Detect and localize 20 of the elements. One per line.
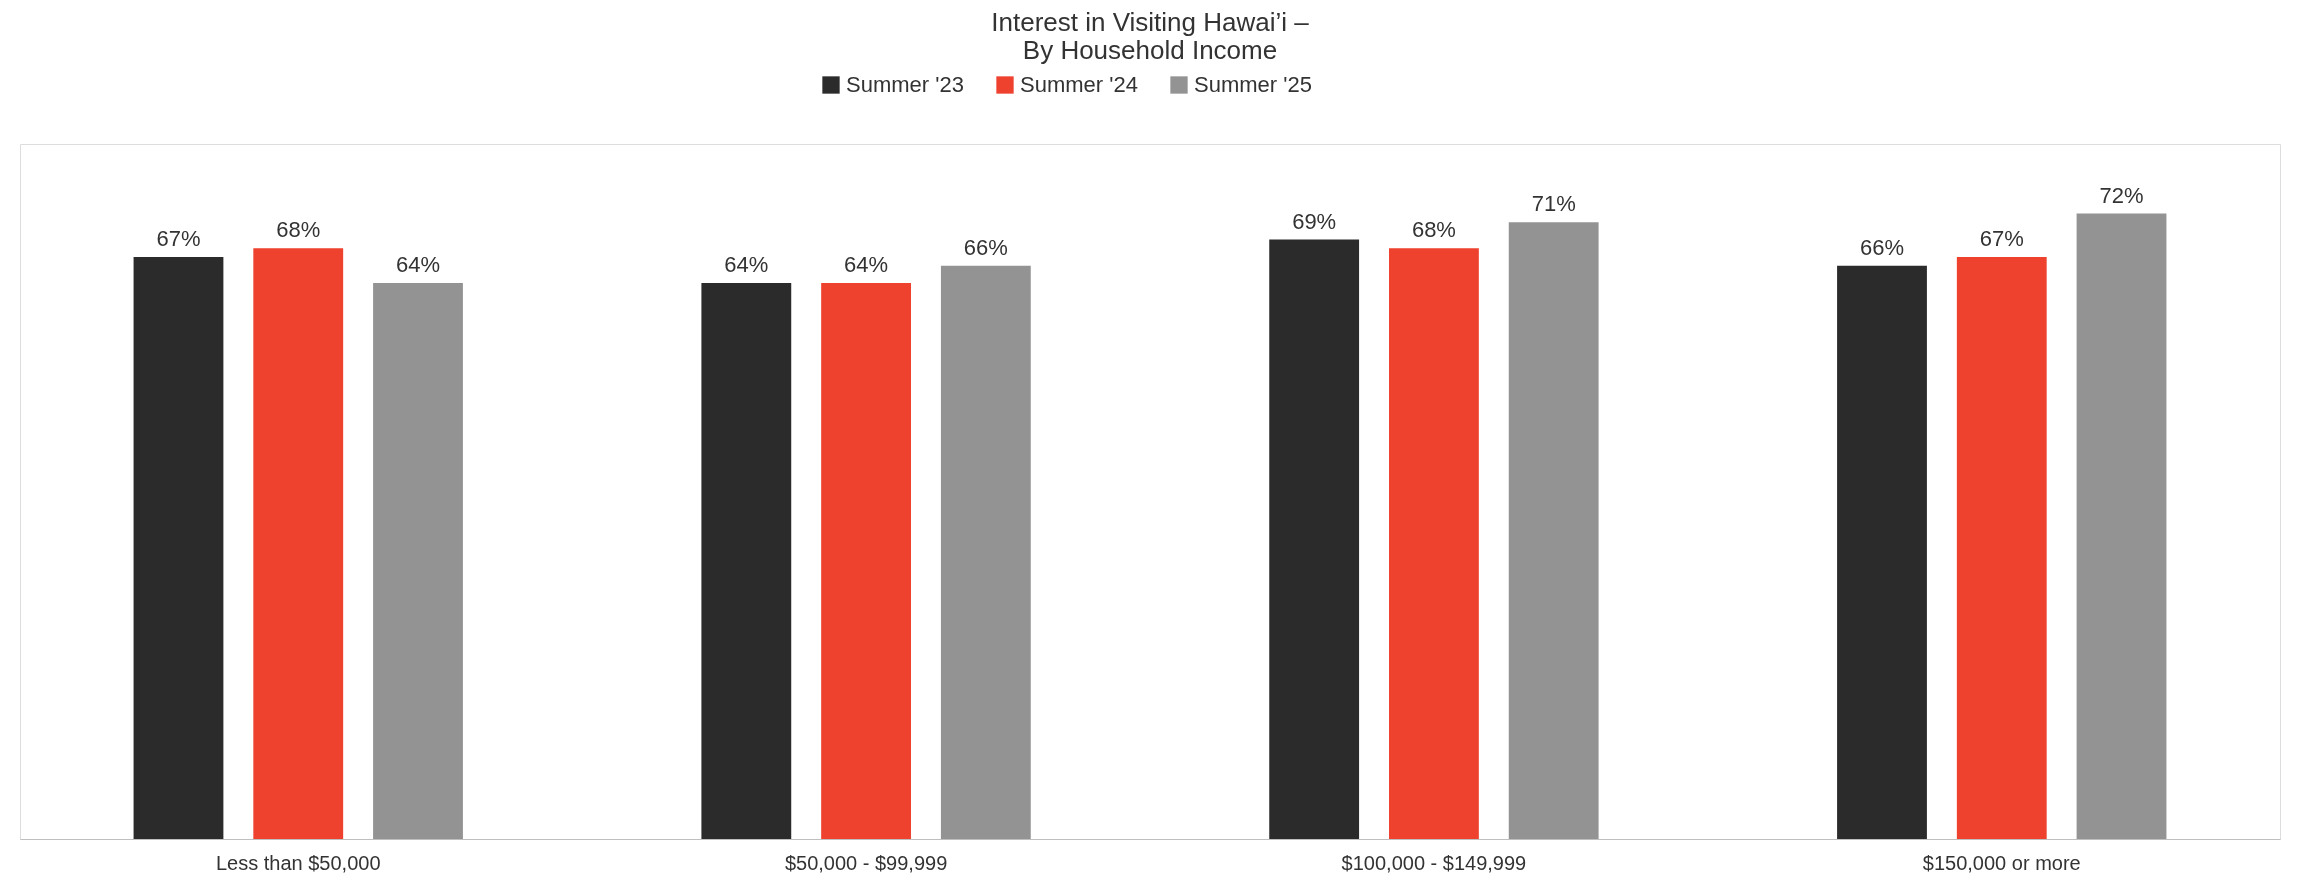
data-label: 66%: [1859, 234, 1905, 260]
data-label: 68%: [276, 217, 321, 243]
data-label: 68%: [1411, 217, 1456, 243]
x-tick-label: $50,000 - $99,999: [784, 851, 948, 874]
x-tick-label: $100,000 - $149,999: [1341, 851, 1527, 874]
data-label: 69%: [1292, 208, 1337, 234]
x-tick-label: Less than $50,000: [215, 851, 381, 874]
data-label: 64%: [844, 252, 889, 277]
x-tick-label: $150,000 or more: [1922, 851, 2081, 874]
legend-label: Summer '25: [1194, 72, 1312, 97]
chart-title: Interest in Visiting Hawai’i – By Household Income: [991, 7, 1310, 65]
data-label: 67%: [156, 225, 201, 251]
data-label: 71%: [1531, 191, 1576, 217]
data-label: 72%: [2099, 182, 2144, 208]
legend-label: Summer '24: [1020, 72, 1138, 97]
data-label: 64%: [724, 252, 769, 277]
data-label: 64%: [395, 252, 441, 277]
legend-label: Summer '23: [846, 72, 964, 97]
data-label: 67%: [1979, 225, 2024, 251]
data-label: 66%: [963, 234, 1008, 260]
